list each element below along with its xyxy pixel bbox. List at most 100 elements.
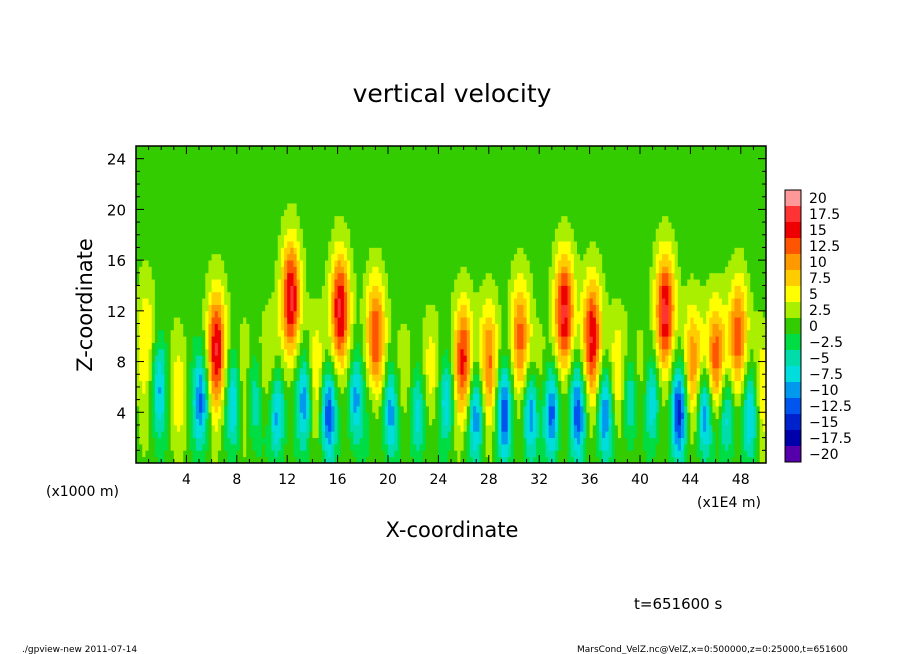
heatmap-cell xyxy=(290,190,294,198)
heatmap-cell xyxy=(205,367,209,375)
heatmap-cell xyxy=(413,367,417,375)
heatmap-cell xyxy=(347,342,351,350)
heatmap-cell xyxy=(406,228,411,236)
heatmap-cell xyxy=(432,405,436,413)
heatmap-cell xyxy=(356,165,361,172)
heatmap-cell xyxy=(384,171,389,179)
heatmap-cell xyxy=(167,386,172,394)
heatmap-cell xyxy=(375,361,379,369)
heatmap-cell xyxy=(406,234,411,242)
heatmap-cell xyxy=(280,291,285,299)
heatmap-cell xyxy=(299,298,304,305)
heatmap-cell xyxy=(230,247,235,255)
heatmap-cell xyxy=(176,323,181,331)
heatmap-cell xyxy=(180,152,184,160)
heatmap-cell xyxy=(312,424,316,432)
heatmap-cell xyxy=(296,374,301,381)
heatmap-cell xyxy=(167,146,172,153)
heatmap-cell xyxy=(148,393,153,400)
heatmap-cell xyxy=(441,266,446,274)
heatmap-cell xyxy=(397,361,401,369)
heatmap-cell xyxy=(176,374,181,381)
heatmap-cell xyxy=(394,190,398,198)
heatmap-cell xyxy=(246,158,250,166)
heatmap-cell xyxy=(205,380,209,388)
heatmap-cell xyxy=(388,190,392,198)
heatmap-cell xyxy=(438,184,442,191)
heatmap-cell xyxy=(309,171,313,179)
heatmap-cell xyxy=(302,177,307,185)
heatmap-cell xyxy=(180,310,184,318)
heatmap-cell xyxy=(224,222,228,229)
heatmap-cell xyxy=(290,152,294,160)
heatmap-cell xyxy=(246,450,250,458)
heatmap-cell xyxy=(359,196,364,204)
heatmap-cell xyxy=(347,329,351,337)
heatmap-cell xyxy=(246,317,250,324)
heatmap-cell xyxy=(221,222,225,229)
heatmap-cell xyxy=(438,342,442,350)
heatmap-cell xyxy=(233,412,238,420)
heatmap-cell xyxy=(246,203,250,210)
heatmap-cell xyxy=(208,450,212,458)
heatmap-cell xyxy=(176,298,181,305)
heatmap-cell xyxy=(255,260,260,267)
heatmap-cell xyxy=(403,241,408,248)
heatmap-cell xyxy=(154,412,159,420)
heatmap-cell xyxy=(148,152,153,160)
heatmap-cell xyxy=(299,348,304,356)
heatmap-cell xyxy=(306,380,310,388)
heatmap-cell xyxy=(136,247,140,255)
heatmap-cell xyxy=(290,386,294,394)
heatmap-cell xyxy=(280,456,285,464)
heatmap-cell xyxy=(217,171,222,179)
heatmap-cell xyxy=(258,348,263,356)
heatmap-cell xyxy=(365,196,370,204)
heatmap-cell xyxy=(136,323,140,331)
heatmap-cell xyxy=(315,418,320,426)
heatmap-cell xyxy=(142,196,146,204)
heatmap-cell xyxy=(353,241,357,248)
heatmap-cell xyxy=(230,152,235,160)
heatmap-cell xyxy=(183,412,187,420)
heatmap-cell xyxy=(438,253,442,261)
heatmap-cell xyxy=(221,228,225,236)
heatmap-cell xyxy=(268,298,272,305)
heatmap-cell xyxy=(302,184,307,191)
heatmap-cell xyxy=(180,190,184,198)
heatmap-cell xyxy=(309,348,313,356)
heatmap-cell xyxy=(306,241,310,248)
heatmap-cell xyxy=(299,190,304,198)
heatmap-cell xyxy=(425,450,430,458)
heatmap-cell xyxy=(230,260,235,267)
heatmap-cell xyxy=(217,158,222,166)
heatmap-cell xyxy=(447,222,452,229)
heatmap-cell xyxy=(233,209,238,217)
heatmap-cell xyxy=(353,203,357,210)
heatmap-cell xyxy=(422,260,427,267)
heatmap-cell xyxy=(347,196,351,204)
heatmap-cell xyxy=(296,456,301,464)
heatmap-cell xyxy=(239,323,244,331)
heatmap-cell xyxy=(432,380,436,388)
heatmap-cell xyxy=(230,443,235,451)
heatmap-cell xyxy=(183,215,187,223)
heatmap-cell xyxy=(428,279,433,286)
heatmap-cell xyxy=(265,380,269,388)
heatmap-cell xyxy=(315,431,320,439)
heatmap-cell xyxy=(268,152,272,160)
heatmap-cell xyxy=(435,228,439,236)
heatmap-cell xyxy=(265,374,269,381)
heatmap-cell xyxy=(258,304,263,312)
heatmap-cell xyxy=(246,386,250,394)
heatmap-cell xyxy=(202,152,206,160)
heatmap-cell xyxy=(325,361,329,369)
heatmap-cell xyxy=(362,348,367,356)
heatmap-cell xyxy=(233,234,238,242)
heatmap-cell xyxy=(334,355,338,362)
heatmap-cell xyxy=(202,253,206,261)
heatmap-cell xyxy=(378,146,383,153)
heatmap-cell xyxy=(325,380,329,388)
heatmap-cell xyxy=(265,412,269,420)
heatmap-cell xyxy=(145,450,149,458)
